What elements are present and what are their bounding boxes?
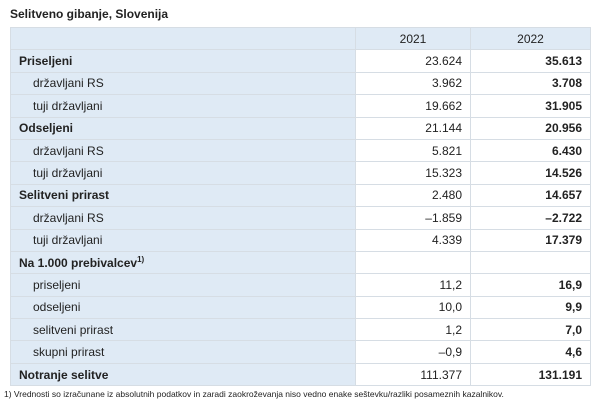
table-row: skupni prirast –0,9 4,6	[10, 340, 591, 364]
row-label-text: odseljeni	[33, 300, 81, 315]
cell-value: 3.708	[470, 71, 591, 96]
cell-value: 16,9	[470, 273, 591, 297]
cell-value: 31.905	[470, 94, 591, 118]
row-label: državljani RS	[10, 71, 356, 96]
row-label: priseljeni	[10, 273, 356, 297]
col-header: 2022	[470, 26, 591, 51]
cell-value: 4,6	[470, 340, 591, 364]
cell-value: 19.662	[355, 94, 471, 118]
row-label-text: državljani RS	[33, 210, 104, 225]
row-label-text: tuji državljani	[33, 233, 103, 248]
row-label-text: tuji državljani	[33, 166, 103, 181]
cell-value: 7,0	[470, 318, 591, 342]
cell-value: 2.480	[355, 183, 471, 208]
row-label-text: priseljeni	[33, 277, 81, 292]
row-label: tuji državljani	[10, 94, 356, 118]
row-label-text: Selitveni prirast	[19, 188, 110, 203]
table-row: odseljeni 10,0 9,9	[10, 295, 591, 320]
row-label: državljani RS	[10, 138, 356, 163]
row-label: skupni prirast	[10, 340, 356, 364]
corner	[10, 26, 356, 51]
table-row: Selitveni prirast 2.480 14.657	[10, 183, 591, 208]
cell-value: 10,0	[355, 295, 471, 320]
cell-value: 14.526	[470, 161, 591, 185]
cell-value: 11,2	[355, 273, 471, 297]
cell-value: 21.144	[355, 116, 471, 140]
row-label-text: državljani RS	[33, 143, 104, 158]
row-label-text: tuji državljani	[33, 98, 103, 113]
row-label: selitveni prirast	[10, 318, 356, 342]
cell-value: 131.191	[470, 362, 591, 387]
title: Selitveno gibanje, Slovenija	[10, 7, 169, 21]
row-label: Selitveni prirast	[10, 183, 356, 208]
row-label-text: selitveni prirast	[33, 322, 114, 337]
cell-empty	[355, 250, 471, 275]
row-label: Na 1.000 prebivalcev1)	[10, 250, 356, 275]
data-table: 2021 2022 Priseljeni 23.624 35.613 državljan…	[10, 26, 591, 387]
cell-value: 6.430	[470, 138, 591, 163]
footnote-ref: 1)	[137, 255, 145, 265]
table-row: Odseljeni 21.144 20.956	[10, 116, 591, 140]
table-row: Priseljeni 23.624 35.613	[10, 49, 591, 73]
cell-value: 9,9	[470, 295, 591, 320]
cell-value: 23.624	[355, 49, 471, 73]
footnote: 1) Vrednosti so izračunane iz absolutnih…	[4, 389, 504, 399]
cell-value: 111.377	[355, 362, 471, 387]
row-label: Priseljeni	[10, 49, 356, 73]
cell-value: 1,2	[355, 318, 471, 342]
row-label: tuji državljani	[10, 161, 356, 185]
row-label: odseljeni	[10, 295, 356, 320]
cell-value: 3.962	[355, 71, 471, 96]
cell-value: 35.613	[470, 49, 591, 73]
table-row: Na 1.000 prebivalcev1)	[10, 250, 591, 275]
cell-value: 17.379	[470, 228, 591, 252]
row-label: Odseljeni	[10, 116, 356, 140]
cell-value: –2.722	[470, 206, 591, 230]
cell-value: 15.323	[355, 161, 471, 185]
cell-value: –1.859	[355, 206, 471, 230]
cell-value: 20.956	[470, 116, 591, 140]
row-label: Notranje selitve	[10, 362, 356, 387]
cell-value: 14.657	[470, 183, 591, 208]
cell-value: 5.821	[355, 138, 471, 163]
table-row: državljani RS 5.821 6.430	[10, 138, 591, 163]
table-row: tuji državljani 4.339 17.379	[10, 228, 591, 252]
row-label-text: Na 1.000 prebivalcev	[19, 256, 138, 271]
row-label: tuji državljani	[10, 228, 356, 252]
table-row: tuji državljani 19.662 31.905	[10, 94, 591, 118]
cell-value: 4.339	[355, 228, 471, 252]
row-label: državljani RS	[10, 206, 356, 230]
table-row: državljani RS –1.859 –2.722	[10, 206, 591, 230]
row-label-text: skupni prirast	[33, 345, 105, 360]
table-row: tuji državljani 15.323 14.526	[10, 161, 591, 185]
row-label-text: Priseljeni	[19, 54, 73, 69]
table-row: selitveni prirast 1,2 7,0	[10, 318, 591, 342]
row-label-text: Odseljeni	[19, 121, 74, 136]
row-label-text: državljani RS	[33, 76, 104, 91]
table-row: državljani RS 3.962 3.708	[10, 71, 591, 96]
table-row: priseljeni 11,2 16,9	[10, 273, 591, 297]
row-label-text: Notranje selitve	[19, 367, 109, 382]
header-row: 2021 2022	[10, 26, 591, 51]
table-row: Notranje selitve 111.377 131.191	[10, 362, 591, 387]
cell-value: –0,9	[355, 340, 471, 364]
cell-empty	[470, 250, 591, 275]
col-header: 2021	[355, 26, 471, 51]
